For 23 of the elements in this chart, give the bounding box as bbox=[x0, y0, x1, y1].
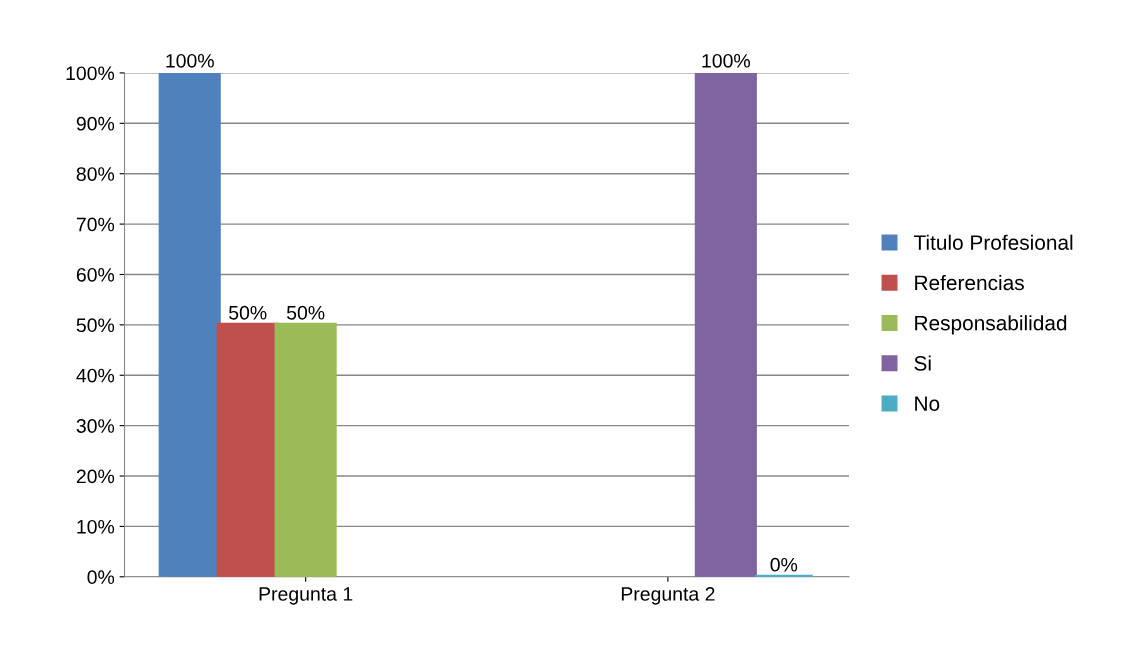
y-tick-label: 30% bbox=[76, 419, 115, 433]
legend-label: Referencias bbox=[915, 274, 1024, 291]
y-tick-label: 60% bbox=[76, 267, 115, 282]
y-tick-label: 50% bbox=[76, 318, 115, 333]
y-tick-label: 90% bbox=[76, 116, 115, 131]
legend-label: Titulo Profesional bbox=[913, 234, 1073, 250]
y-tick-label: 70% bbox=[76, 217, 115, 232]
y-tick-label: 20% bbox=[76, 469, 115, 484]
x-tick-label: Pregunta 1 bbox=[259, 587, 353, 605]
data-label: 100% bbox=[166, 53, 214, 68]
y-tick-label: 40% bbox=[76, 368, 115, 383]
data-label: 50% bbox=[286, 305, 325, 320]
y-tick-label: 80% bbox=[76, 167, 115, 181]
x-tick-label: Pregunta 2 bbox=[621, 587, 715, 605]
data-label: 0% bbox=[770, 557, 798, 572]
legend-label: No bbox=[915, 396, 940, 411]
y-tick-label: 0% bbox=[87, 570, 115, 585]
y-tick-label: 100% bbox=[66, 66, 115, 81]
y-tick-label: 10% bbox=[77, 519, 115, 534]
data-label: 50% bbox=[229, 305, 267, 320]
legend-label: Responsabilidad bbox=[915, 315, 1067, 335]
legend-label: Si bbox=[914, 355, 931, 371]
data-label: 100% bbox=[702, 53, 751, 68]
